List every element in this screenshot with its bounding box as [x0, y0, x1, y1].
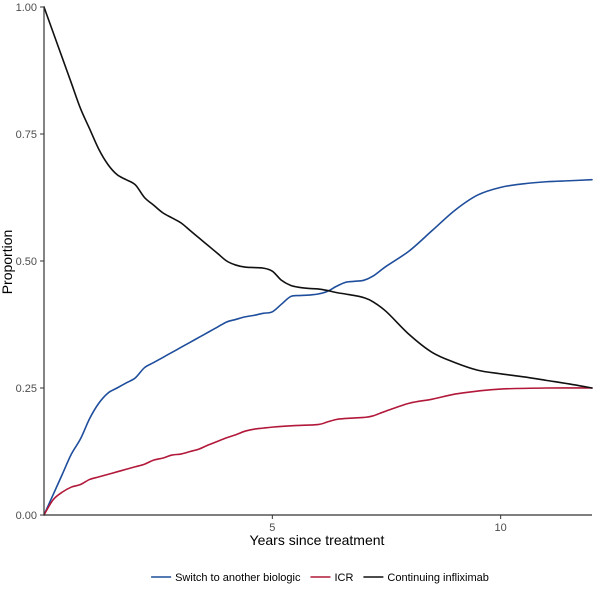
y-tick-label: 0.50 [16, 256, 37, 268]
legend: Switch to another biologic ICR Continuing … [151, 572, 489, 584]
legend-label: Switch to another biologic [175, 572, 301, 584]
x-tick-label: 5 [269, 522, 275, 534]
x-tick-label: 10 [495, 522, 507, 534]
legend-item-continuing-infliximab: Continuing infliximab [363, 572, 489, 584]
x-axis-title: Years since treatment [250, 532, 385, 548]
axes [40, 6, 592, 519]
tick-labels: 0.00 0.25 0.50 0.75 1.00 5 10 [16, 2, 507, 534]
y-tick-label: 0.25 [16, 383, 37, 395]
plot-lines [43, 6, 593, 516]
series-line-continuing-infliximab [43, 6, 593, 389]
legend-label: ICR [334, 572, 353, 584]
y-axis-title: Proportion [0, 230, 15, 295]
y-tick-label: 0.75 [16, 129, 37, 141]
y-tick-label: 1.00 [16, 2, 37, 14]
series-line-icr [43, 387, 593, 516]
y-tick-label: 0.00 [16, 510, 37, 522]
legend-label: Continuing infliximab [387, 572, 489, 584]
series-line-switch-to-another-biologic [43, 178, 593, 516]
legend-item-icr: ICR [310, 572, 353, 584]
legend-item-switch-to-another-biologic: Switch to another biologic [151, 572, 301, 584]
